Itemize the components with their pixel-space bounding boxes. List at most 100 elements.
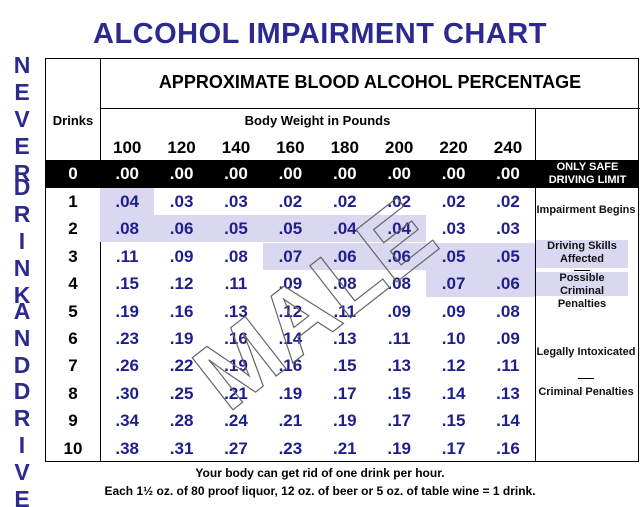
weight-label: 240 — [493, 138, 523, 157]
weight-header: Body Weight in Pounds — [244, 113, 391, 128]
weight-label: 100 — [113, 138, 142, 157]
bac-value: .09 — [387, 301, 412, 321]
bac-value: .00 — [332, 164, 357, 183]
bac-value: .26 — [115, 356, 140, 376]
bac-value: .08 — [100, 215, 155, 243]
bac-value: .00 — [496, 164, 520, 183]
bac-value: .13 — [387, 356, 412, 376]
safe-band — [46, 160, 639, 188]
weight-label: 180 — [330, 138, 359, 157]
side-word: NEVER — [9, 52, 35, 187]
bac-value: .09 — [278, 274, 303, 294]
bac-value: .07 — [426, 270, 481, 298]
bac-value: .14 — [496, 411, 520, 431]
bac-value: .04 — [317, 215, 372, 243]
drinks-label: 9 — [68, 411, 78, 431]
footer-line: Each 1½ oz. of 80 proof liquor, 12 oz. o… — [104, 484, 536, 498]
bac-value: .02 — [441, 192, 466, 211]
bac-value: .13 — [496, 383, 520, 403]
bac-value: .21 — [278, 411, 303, 431]
bac-value: .04 — [372, 215, 427, 243]
bac-value: .11 — [115, 246, 139, 266]
bac-value: .12 — [169, 274, 194, 294]
divider — [535, 108, 536, 462]
bac-value: .03 — [496, 219, 520, 239]
bac-value: .15 — [441, 411, 466, 431]
divider — [100, 108, 640, 109]
side-word: DRIVE — [9, 378, 35, 507]
divider — [578, 378, 594, 379]
bac-value: .00 — [169, 164, 194, 183]
bac-value: .06 — [317, 242, 372, 270]
bac-value: .19 — [224, 356, 248, 376]
note: Legally Intoxicated — [536, 346, 636, 358]
drinks-label: 1 — [68, 192, 78, 211]
bac-value: .06 — [154, 215, 209, 243]
bac-value: .06 — [480, 270, 536, 298]
title: ALCOHOL IMPAIRMENT CHART — [93, 18, 547, 50]
weight-label: 120 — [167, 138, 196, 157]
weight-label: 140 — [221, 138, 251, 157]
bac-value: .03 — [441, 219, 466, 239]
bac-value: .13 — [332, 329, 357, 348]
bac-value: .19 — [115, 301, 140, 321]
weight-label: 220 — [439, 138, 468, 157]
note-safe: ONLY SAFE DRIVING LIMIT — [548, 161, 627, 186]
bac-value: .19 — [169, 329, 194, 348]
drinks-label: 7 — [68, 356, 78, 376]
drinks-label: 3 — [68, 246, 78, 266]
bac-value: .02 — [278, 192, 303, 211]
drinks-header: Drinks — [52, 113, 94, 128]
bac-value: .15 — [115, 274, 140, 294]
side-word: DRINK — [9, 174, 35, 309]
bac-value: .28 — [169, 411, 194, 431]
bac-value: .16 — [496, 438, 520, 458]
note: Driving Skills Affected — [536, 240, 628, 268]
bac-value: .13 — [224, 301, 248, 321]
bac-value: .24 — [224, 411, 248, 431]
weight-label: 160 — [276, 138, 305, 157]
bac-value: .19 — [278, 383, 303, 403]
bac-value: .16 — [224, 329, 248, 348]
bac-value: .31 — [169, 438, 194, 458]
bac-value: .25 — [169, 383, 194, 403]
bac-value: .02 — [496, 192, 520, 211]
bac-value: .19 — [387, 438, 412, 458]
bac-value: .03 — [224, 192, 248, 211]
bac-value: .02 — [387, 192, 412, 211]
bac-value: .04 — [100, 188, 155, 215]
bac-value: .23 — [278, 438, 303, 458]
bac-value: .12 — [278, 301, 303, 321]
drinks-label: 4 — [68, 274, 78, 294]
bac-value: .15 — [387, 383, 412, 403]
bac-value: .05 — [426, 242, 481, 270]
bac-value: .00 — [387, 164, 412, 183]
bac-value: .21 — [224, 383, 248, 403]
bac-value: .11 — [224, 274, 248, 294]
bac-value: .16 — [169, 301, 194, 321]
bac-value: .05 — [263, 215, 318, 243]
bac-value: .11 — [387, 329, 411, 348]
bac-value: .00 — [441, 164, 466, 183]
bac-value: .19 — [332, 411, 357, 431]
bac-value: .06 — [372, 242, 427, 270]
bac-value: .05 — [480, 242, 536, 270]
footer-line: Your body can get rid of one drink per h… — [195, 466, 445, 480]
bac-value: .00 — [224, 164, 248, 183]
drinks-label: 10 — [63, 438, 83, 458]
drinks-label: 6 — [68, 329, 78, 348]
bac-value: .11 — [496, 356, 520, 376]
bac-value: .10 — [441, 329, 466, 348]
bac-value: .00 — [278, 164, 303, 183]
bac-value: .23 — [115, 329, 140, 348]
note: Possible Criminal Penalties — [536, 272, 628, 310]
bac-value: .09 — [441, 301, 466, 321]
drinks-label: 8 — [68, 383, 78, 403]
watermark: MALE — [175, 179, 455, 431]
bac-value: .12 — [441, 356, 466, 376]
bac-value: .17 — [387, 411, 412, 431]
bac-value: .09 — [169, 246, 194, 266]
